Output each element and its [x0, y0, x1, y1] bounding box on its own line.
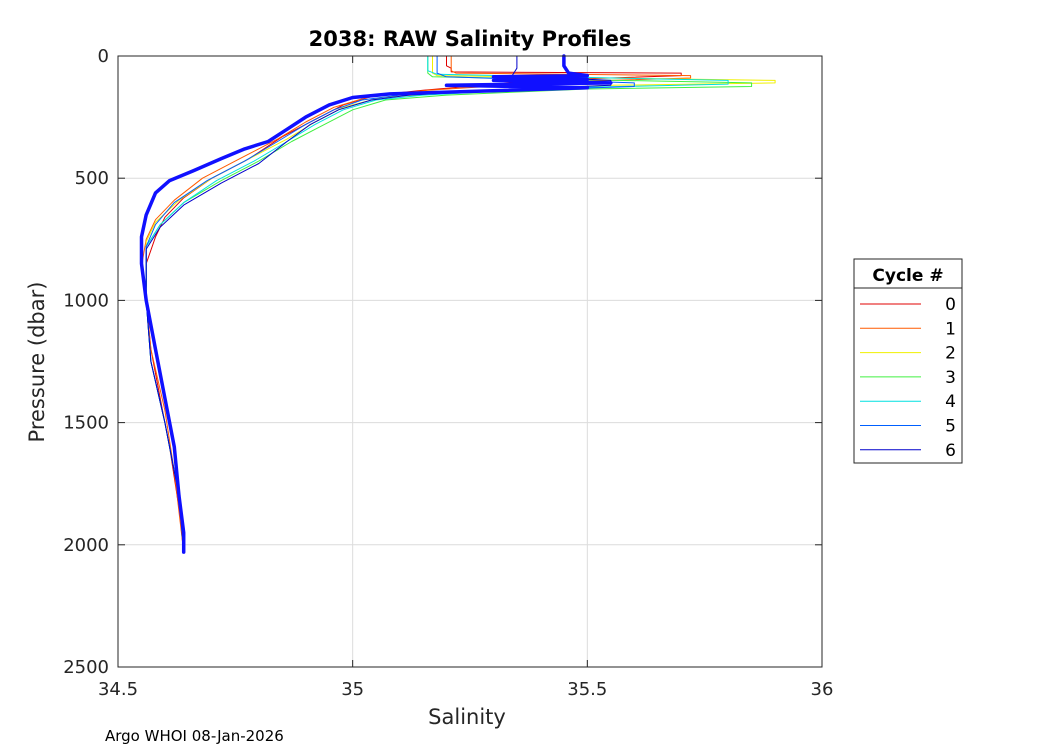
legend-title: Cycle #	[872, 266, 943, 286]
series-line-3	[145, 55, 753, 553]
series-line-5	[145, 55, 635, 553]
legend-label-3: 3	[945, 368, 956, 388]
footer-text: Argo WHOI 08-Jan-2026	[105, 727, 284, 745]
legend-label-6: 6	[945, 441, 956, 461]
x-tick-label: 34.5	[98, 679, 138, 700]
y-tick-label: 500	[75, 168, 109, 189]
legend-label-5: 5	[945, 417, 956, 437]
series-line-6	[145, 55, 612, 553]
y-tick-label: 0	[98, 46, 109, 67]
axis-ticks: 34.5 35 35.5 36 0 500 1000 1500 2000 2500	[63, 46, 833, 700]
y-tick-label: 1000	[63, 290, 109, 311]
legend-label-4: 4	[945, 392, 956, 412]
plot-area-frame	[117, 55, 823, 668]
series-line-0	[145, 55, 682, 553]
y-tick-label: 2000	[63, 535, 109, 556]
x-tick-label: 35	[341, 679, 364, 700]
legend-label-2: 2	[945, 344, 956, 364]
series-line-2	[145, 55, 776, 553]
chart-title: 2038: RAW Salinity Profiles	[309, 27, 632, 51]
x-axis-label: Salinity	[428, 705, 506, 729]
x-tick-label: 36	[811, 679, 834, 700]
grid-lines	[117, 55, 823, 668]
series-line-current	[139, 54, 613, 554]
series-lines	[139, 54, 776, 554]
legend-box	[853, 258, 963, 464]
y-tick-label: 2500	[63, 657, 109, 678]
series-line-1	[141, 55, 692, 553]
legend-entries: 0 1 2 3 4 5 6	[860, 295, 956, 461]
series-line-4	[145, 55, 729, 553]
y-tick-label: 1500	[63, 413, 109, 434]
legend: Cycle # 0 1 2 3 4 5 6	[853, 258, 963, 464]
x-tick-label: 35.5	[567, 679, 607, 700]
y-axis-label: Pressure (dbar)	[25, 282, 49, 443]
legend-label-0: 0	[945, 295, 956, 315]
legend-label-1: 1	[945, 319, 956, 339]
